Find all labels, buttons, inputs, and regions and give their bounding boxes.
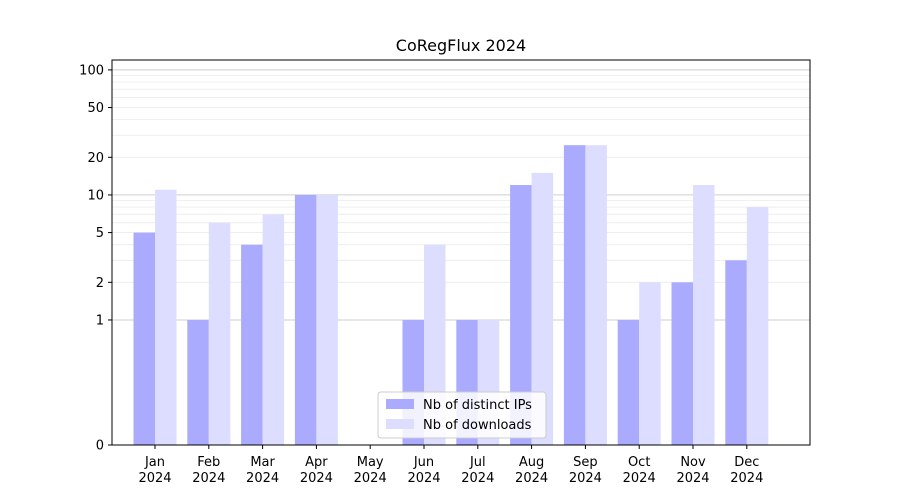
- x-tick-year: 2024: [192, 471, 225, 486]
- x-tick-month: Aug: [519, 455, 544, 470]
- x-tick-label: Mar 2024: [246, 455, 279, 486]
- x-tick-month: Oct: [628, 455, 650, 470]
- x-tick-month: Dec: [734, 455, 759, 470]
- bar-downloads: [208, 222, 231, 445]
- x-tick-label: Jun 2024: [407, 455, 440, 486]
- x-tick-year: 2024: [300, 471, 333, 486]
- x-tick-year: 2024: [246, 471, 279, 486]
- bar-downloads: [746, 207, 769, 445]
- x-tick-label: Dec 2024: [730, 455, 763, 486]
- x-tick-label: Feb 2024: [192, 455, 225, 486]
- x-tick-label: Aug 2024: [515, 455, 548, 486]
- x-tick-year: 2024: [407, 471, 440, 486]
- x-tick-year: 2024: [461, 471, 494, 486]
- legend-label: Nb of distinct IPs: [423, 398, 532, 413]
- bars: [133, 145, 769, 445]
- chart-title: CoRegFlux 2024: [396, 36, 526, 55]
- bar-distinct-ips: [563, 145, 586, 445]
- y-tick-label: 10: [87, 188, 104, 203]
- x-tick-label: Jul 2024: [461, 455, 494, 486]
- y-tick-label: 20: [87, 151, 104, 166]
- bar-downloads: [262, 214, 285, 445]
- y-axis: 0 1 2 5 10 20 50 100: [79, 63, 112, 454]
- legend-swatch: [386, 399, 414, 409]
- x-tick-month: May: [357, 455, 384, 470]
- y-tick-label: 5: [96, 226, 104, 241]
- bar-distinct-ips: [294, 194, 317, 445]
- bar-downloads: [693, 185, 715, 445]
- x-tick-label: May 2024: [354, 455, 387, 486]
- bar-distinct-ips: [187, 319, 209, 445]
- x-tick-year: 2024: [730, 471, 763, 486]
- x-tick-year: 2024: [569, 471, 602, 486]
- x-tick-month: Apr: [305, 455, 328, 470]
- x-tick-label: Sep 2024: [569, 455, 602, 486]
- y-tick-label: 0: [96, 439, 104, 454]
- y-tick-label: 1: [96, 313, 104, 328]
- y-tick-label: 2: [96, 276, 104, 291]
- bar-distinct-ips: [133, 232, 155, 445]
- x-tick-label: Nov 2024: [676, 455, 709, 486]
- x-tick-month: Jun: [413, 455, 434, 470]
- bar-distinct-ips: [510, 185, 532, 445]
- x-tick-month: Jul: [469, 455, 486, 470]
- x-tick-year: 2024: [676, 471, 709, 486]
- x-tick-month: Sep: [573, 455, 598, 470]
- bar-downloads: [639, 282, 661, 445]
- bar-distinct-ips: [725, 260, 747, 445]
- bar-downloads: [531, 172, 554, 445]
- x-tick-year: 2024: [138, 471, 171, 486]
- legend-box: [377, 391, 547, 439]
- x-tick-label: Apr 2024: [300, 455, 333, 486]
- legend: Nb of distinct IPs Nb of downloads: [377, 391, 547, 439]
- x-tick-year: 2024: [354, 471, 387, 486]
- bar-downloads: [316, 194, 338, 445]
- y-tick-label: 100: [79, 63, 104, 78]
- bar-downloads: [155, 189, 177, 445]
- bar-downloads: [585, 145, 607, 445]
- x-tick-year: 2024: [515, 471, 548, 486]
- x-tick-year: 2024: [623, 471, 656, 486]
- y-tick-label: 50: [87, 101, 104, 116]
- bar-distinct-ips: [241, 244, 263, 445]
- bar-distinct-ips: [617, 319, 640, 445]
- plot-frame: [111, 59, 811, 446]
- x-tick-month: Feb: [197, 455, 220, 470]
- x-tick-label: Jan 2024: [138, 455, 171, 486]
- x-tick-month: Mar: [250, 455, 275, 470]
- x-tick-month: Jan: [144, 455, 165, 470]
- legend-swatch: [386, 419, 414, 429]
- x-tick-label: Oct 2024: [623, 455, 656, 486]
- x-tick-month: Nov: [680, 455, 706, 470]
- bar-distinct-ips: [671, 282, 693, 445]
- legend-label: Nb of downloads: [423, 418, 532, 433]
